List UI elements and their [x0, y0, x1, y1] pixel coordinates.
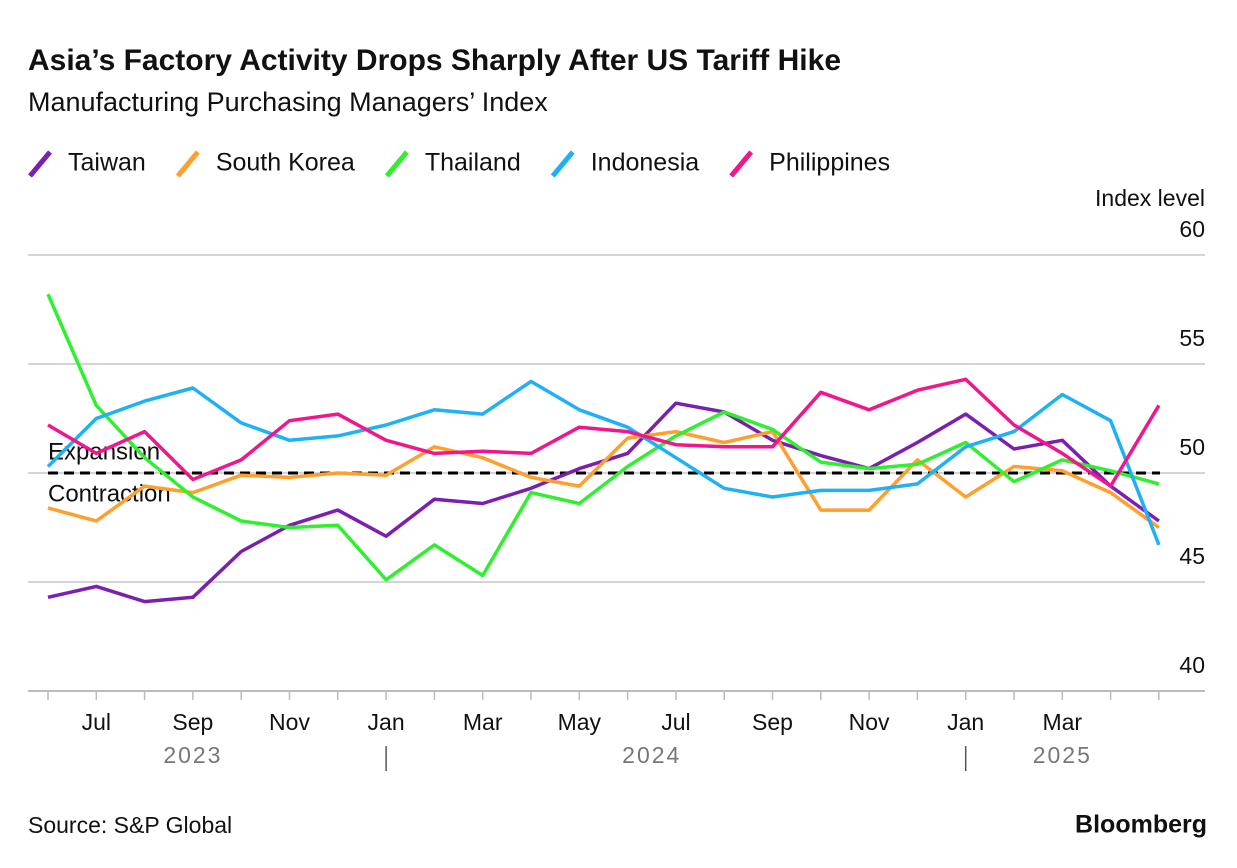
y-tick-label: 50 [1179, 434, 1205, 460]
y-tick-label: 40 [1179, 652, 1205, 678]
legend-swatch [175, 150, 200, 178]
x-tick-label: Mar [1042, 709, 1082, 735]
legend-label: Thailand [425, 149, 521, 177]
brand: Bloomberg [1075, 811, 1207, 839]
legend-label: Taiwan [68, 149, 146, 177]
x-tick-label: May [558, 709, 602, 735]
y-axis-label: Index level [1095, 185, 1205, 211]
series-line [46, 379, 1161, 546]
x-tick-label: Sep [172, 709, 213, 735]
series-line [47, 429, 1160, 529]
y-tick-label: 55 [1179, 325, 1205, 351]
annotation: Contraction [48, 480, 171, 507]
legend-label: Indonesia [591, 149, 700, 177]
year-label: 2025 [1033, 742, 1092, 768]
legend-swatch [729, 150, 754, 178]
x-tick-label: Jan [947, 709, 984, 735]
series-line [47, 401, 1160, 604]
series-line [47, 377, 1161, 488]
x-tick-label: Jul [661, 709, 690, 735]
x-tick-label: Jul [82, 709, 111, 735]
legend-swatch [384, 150, 409, 178]
source: Source: S&P Global [28, 812, 232, 838]
x-tick-label: Mar [463, 709, 503, 735]
chart-subtitle: Manufacturing Purchasing Managers’ Index [28, 87, 548, 117]
legend-swatch [28, 150, 52, 178]
legend-label: Philippines [769, 149, 890, 177]
x-tick-label: Jan [368, 709, 405, 735]
chart-title: Asia’s Factory Activity Drops Sharply Af… [28, 44, 841, 77]
year-label: 2023 [163, 742, 222, 768]
legend-swatch [550, 150, 575, 178]
x-tick-label: Nov [849, 709, 890, 735]
year-label: 2024 [622, 742, 681, 768]
x-tick-label: Nov [269, 709, 310, 735]
legend-label: South Korea [216, 149, 355, 177]
series-line [46, 293, 1160, 582]
x-tick-label: Sep [752, 709, 793, 735]
y-tick-label: 45 [1179, 543, 1205, 569]
y-tick-label: 60 [1179, 216, 1205, 242]
